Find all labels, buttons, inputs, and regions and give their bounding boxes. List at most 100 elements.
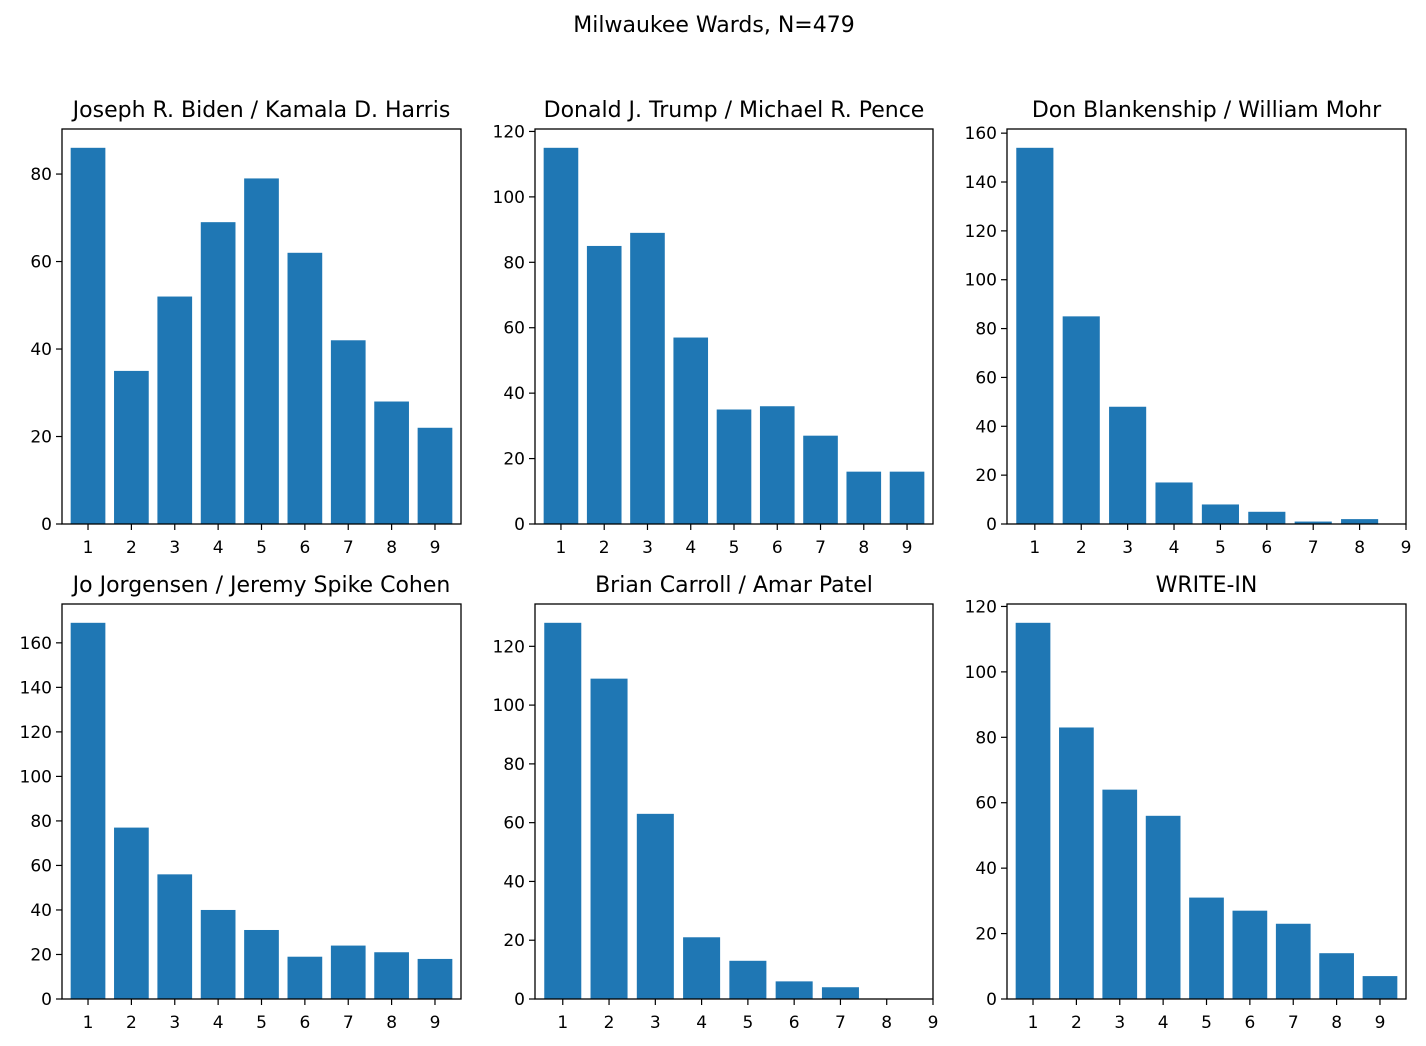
x-tick-label: 6 bbox=[1244, 1013, 1255, 1033]
subplot-title: Don Blankenship / William Mohr bbox=[1032, 98, 1382, 123]
x-tick-label: 4 bbox=[1158, 1013, 1169, 1033]
x-tick-label: 4 bbox=[213, 538, 224, 558]
x-tick-label: 3 bbox=[169, 538, 180, 558]
y-tick-label: 100 bbox=[20, 767, 52, 787]
bar bbox=[636, 813, 674, 999]
x-tick-label: 7 bbox=[1288, 1013, 1299, 1033]
y-tick-label: 80 bbox=[30, 165, 52, 185]
y-tick-label: 60 bbox=[30, 253, 52, 273]
x-tick-label: 5 bbox=[742, 1013, 753, 1033]
x-tick-label: 4 bbox=[696, 1013, 707, 1033]
x-tick-label: 9 bbox=[928, 1013, 939, 1033]
subplot-title: Jo Jorgensen / Jeremy Spike Cohen bbox=[71, 573, 451, 598]
bar bbox=[543, 147, 579, 524]
y-tick-label: 60 bbox=[503, 319, 525, 339]
x-tick-label: 5 bbox=[256, 538, 267, 558]
y-tick-label: 80 bbox=[503, 755, 525, 775]
subplot-2: 0 20 40 60 80 100 120 1 2 3 4 5 6 7 8 9 Donald J. Trump … bbox=[493, 98, 934, 558]
x-tick-label: 8 bbox=[386, 1013, 397, 1033]
y-tick-label: 40 bbox=[975, 859, 997, 879]
x-tick-label: 7 bbox=[343, 1013, 354, 1033]
x-tick-label: 5 bbox=[729, 538, 740, 558]
subplot-title: Donald J. Trump / Michael R. Pence bbox=[544, 98, 925, 123]
y-tick-label: 140 bbox=[20, 678, 52, 698]
bar bbox=[1189, 897, 1224, 999]
y-tick-label: 120 bbox=[493, 637, 525, 657]
bar bbox=[1102, 789, 1138, 999]
bar bbox=[1275, 923, 1311, 999]
bar bbox=[1059, 727, 1094, 999]
y-tick-label: 100 bbox=[965, 663, 997, 683]
y-tick-label: 60 bbox=[30, 856, 52, 876]
y-tick-label: 40 bbox=[30, 340, 52, 360]
x-tick-label: 6 bbox=[299, 538, 310, 558]
figure-title: Milwaukee Wards, N=479 bbox=[573, 13, 854, 38]
x-tick-label: 9 bbox=[902, 538, 913, 558]
subplot-3: 0 20 40 60 80 100 120 140 160 1 2 3 4 5 6 7 8 9 Don Blanke… bbox=[965, 98, 1412, 558]
bar bbox=[716, 409, 752, 524]
axes-frame bbox=[534, 603, 934, 1000]
bar bbox=[1155, 482, 1193, 524]
x-tick-label: 3 bbox=[642, 538, 653, 558]
x-tick-label: 1 bbox=[83, 1013, 94, 1033]
y-tick-label: 160 bbox=[965, 124, 997, 144]
y-tick-label: 20 bbox=[975, 925, 997, 945]
y-tick-label: 120 bbox=[965, 597, 997, 617]
bar bbox=[374, 952, 409, 999]
y-tick-label: 20 bbox=[503, 450, 525, 470]
bar bbox=[846, 471, 882, 524]
x-tick-label: 2 bbox=[1076, 538, 1087, 558]
x-tick-label: 4 bbox=[213, 1013, 224, 1033]
bar bbox=[114, 370, 149, 524]
x-tick-label: 6 bbox=[299, 1013, 310, 1033]
bar bbox=[729, 960, 767, 999]
axes-frame bbox=[1006, 128, 1407, 525]
x-tick-label: 8 bbox=[858, 538, 869, 558]
bar bbox=[544, 622, 582, 999]
y-tick-label: 60 bbox=[503, 814, 525, 834]
y-tick-label: 0 bbox=[986, 990, 997, 1010]
x-tick-label: 2 bbox=[1071, 1013, 1082, 1033]
y-tick-label: 160 bbox=[20, 634, 52, 654]
x-tick-label: 9 bbox=[1375, 1013, 1386, 1033]
bar bbox=[157, 296, 193, 524]
y-tick-label: 140 bbox=[965, 173, 997, 193]
x-tick-label: 5 bbox=[1215, 538, 1226, 558]
bar bbox=[683, 937, 721, 999]
y-tick-label: 80 bbox=[503, 253, 525, 273]
bar bbox=[244, 929, 279, 999]
bar bbox=[1294, 521, 1332, 524]
x-tick-label: 5 bbox=[256, 1013, 267, 1033]
y-tick-label: 120 bbox=[965, 222, 997, 242]
subplot-6: 0 20 40 60 80 100 120 1 2 3 4 5 6 7 8 9 WRITE-IN bbox=[965, 573, 1407, 1033]
x-tick-label: 1 bbox=[1028, 1013, 1039, 1033]
bar bbox=[759, 406, 795, 524]
y-tick-label: 40 bbox=[30, 901, 52, 921]
bar bbox=[1145, 815, 1181, 999]
x-tick-label: 7 bbox=[343, 538, 354, 558]
bar bbox=[114, 827, 149, 999]
y-tick-label: 40 bbox=[503, 872, 525, 892]
bar bbox=[673, 337, 709, 524]
bar bbox=[1201, 504, 1239, 524]
x-tick-label: 4 bbox=[685, 538, 696, 558]
bar bbox=[244, 178, 279, 524]
x-tick-label: 8 bbox=[1354, 538, 1365, 558]
x-tick-label: 3 bbox=[1122, 538, 1133, 558]
subplot-4: 0 20 40 60 80 100 120 140 160 1 2 3 4 5 6 7 8 9 Jo Jorgens… bbox=[20, 573, 462, 1033]
x-tick-label: 7 bbox=[815, 538, 826, 558]
y-tick-label: 60 bbox=[975, 368, 997, 388]
bar bbox=[1232, 910, 1268, 999]
bar bbox=[1109, 406, 1147, 524]
x-tick-label: 9 bbox=[1401, 538, 1412, 558]
y-tick-label: 0 bbox=[41, 515, 52, 535]
x-tick-label: 6 bbox=[1261, 538, 1272, 558]
bar bbox=[374, 401, 409, 524]
y-tick-label: 20 bbox=[503, 931, 525, 951]
y-tick-label: 20 bbox=[975, 466, 997, 486]
x-tick-label: 1 bbox=[83, 538, 94, 558]
x-tick-label: 8 bbox=[386, 538, 397, 558]
y-tick-label: 40 bbox=[503, 384, 525, 404]
